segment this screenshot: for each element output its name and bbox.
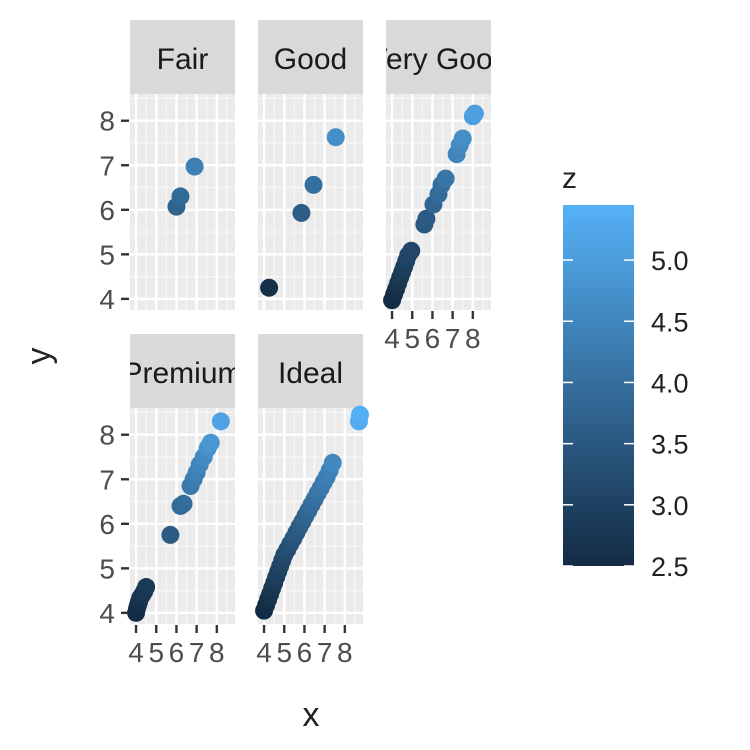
facet-strip — [130, 334, 235, 408]
legend-ticks: 2.5 3.0 3.5 4.0 4.5 5.0 — [563, 246, 689, 582]
facet-panels: Fair Good Very Good Premium Ideal — [122, 20, 510, 624]
x-tick-label: 5 — [276, 637, 292, 668]
y-tick-label: 7 — [99, 464, 115, 495]
x-tick-label: 7 — [317, 637, 333, 668]
facet-panel-fair: Fair — [130, 20, 235, 310]
facet-strip-label: Good — [274, 43, 347, 76]
data-point — [292, 203, 311, 222]
x-tick-label: 7 — [445, 323, 461, 354]
data-point — [161, 525, 180, 544]
data-point — [304, 175, 323, 194]
facet-strip-label: Ideal — [278, 357, 343, 390]
facet-strip — [386, 20, 491, 94]
legend-tick-label: 4.0 — [651, 368, 689, 398]
y-tick-label: 4 — [99, 284, 115, 315]
x-tick-label: 7 — [189, 637, 205, 668]
y-tick-label: 6 — [99, 195, 115, 226]
legend-tick-label: 3.0 — [651, 491, 689, 521]
data-point — [350, 405, 369, 424]
x-tick-label: 8 — [465, 323, 481, 354]
legend-tick-label: 3.5 — [651, 430, 689, 460]
data-point — [171, 187, 190, 206]
facet-strip — [258, 334, 363, 408]
y-axis-title: y — [20, 348, 58, 365]
x-tick-label: 6 — [169, 637, 185, 668]
y-tick-label: 5 — [99, 553, 115, 584]
x-tick-label: 8 — [337, 637, 353, 668]
points-good — [260, 128, 345, 297]
data-point — [436, 169, 455, 188]
color-legend: z 2.5 3.0 3.5 4.0 4.5 5.0 — [562, 162, 689, 582]
data-point — [326, 128, 345, 147]
y-tick-label: 7 — [99, 150, 115, 181]
x-axis-title: x — [303, 696, 320, 734]
data-point — [137, 578, 156, 597]
points-ideal — [255, 405, 369, 620]
data-point — [417, 209, 436, 228]
x-tick-label: 5 — [148, 637, 164, 668]
facet-strip — [130, 20, 235, 94]
y-tick-label: 8 — [99, 420, 115, 451]
y-tick-label: 8 — [99, 106, 115, 137]
data-point — [453, 129, 472, 148]
facet-strip — [258, 20, 363, 94]
legend-tick-label: 5.0 — [651, 246, 689, 276]
data-point — [323, 453, 342, 472]
y-tick-label: 4 — [99, 598, 115, 629]
data-point — [201, 433, 220, 452]
data-point — [260, 278, 279, 297]
facet-panel-ideal: Ideal — [255, 334, 369, 624]
legend-tick-label: 2.5 — [651, 552, 689, 582]
points-fair — [167, 157, 204, 216]
x-tick-label: 4 — [128, 637, 144, 668]
facet-panel-good: Good — [258, 20, 363, 310]
x-tick-label: 5 — [404, 323, 420, 354]
facet-panel-very-good: Very Good — [368, 20, 510, 310]
x-tick-label: 6 — [297, 637, 313, 668]
x-tick-label: 4 — [256, 637, 272, 668]
data-point — [185, 157, 204, 176]
data-point — [465, 104, 484, 123]
facet-panel-premium: Premium — [122, 334, 242, 624]
facet-strip-label: Very Good — [368, 43, 510, 76]
legend-title: z — [562, 162, 577, 195]
points-premium — [127, 412, 230, 622]
y-tick-label: 6 — [99, 509, 115, 540]
y-tick-label: 5 — [99, 239, 115, 270]
x-tick-label: 6 — [425, 323, 441, 354]
data-point — [211, 412, 230, 431]
legend-colorbar — [563, 205, 634, 566]
x-tick-label: 8 — [209, 637, 225, 668]
facet-strip-label: Fair — [157, 43, 209, 76]
facet-strip-label: Premium — [122, 357, 242, 390]
data-point — [402, 241, 421, 260]
x-tick-label: 4 — [384, 323, 400, 354]
legend-tick-label: 4.5 — [651, 307, 689, 337]
data-point — [174, 494, 193, 513]
points-very-good — [383, 104, 484, 310]
